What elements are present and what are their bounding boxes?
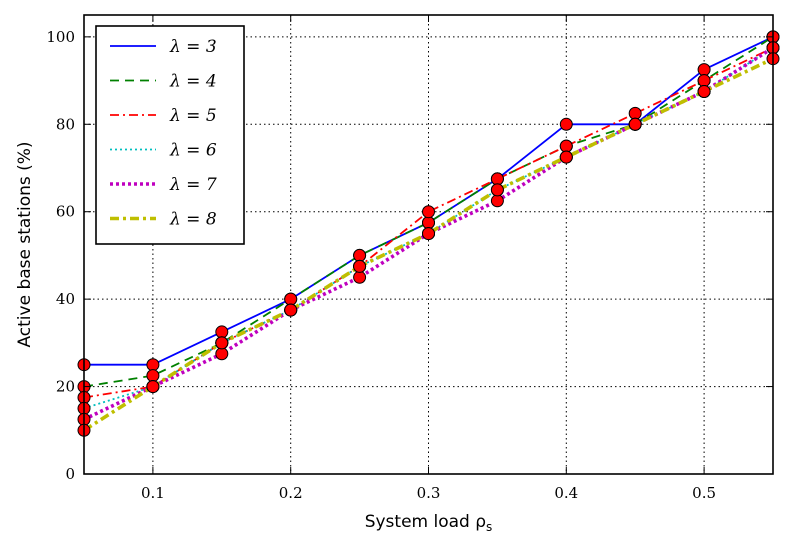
data-point	[215, 325, 229, 339]
data-point	[146, 380, 160, 394]
legend-label: λ = 7	[169, 175, 217, 195]
data-markers	[77, 30, 780, 437]
data-point	[628, 117, 642, 131]
data-point	[353, 270, 367, 284]
data-point	[697, 63, 711, 77]
y-tick-label: 60	[56, 203, 75, 221]
y-tick-label: 80	[56, 115, 75, 133]
data-point	[353, 259, 367, 273]
axis-ticks: 0.1 0.2 0.3 0.4 0.5 0 20 40 60 80 100	[46, 15, 773, 502]
legend-box	[95, 25, 245, 245]
data-point	[490, 183, 504, 197]
legend-label: λ = 3	[169, 37, 217, 57]
legend-label: λ = 4	[169, 72, 217, 92]
data-point	[628, 106, 642, 120]
y-axis-title: Active base stations (%)	[15, 141, 35, 347]
data-point	[559, 150, 573, 164]
data-point	[697, 74, 711, 88]
y-tick-label: 20	[56, 378, 75, 396]
data-point	[146, 369, 160, 383]
data-point	[215, 336, 229, 350]
series-line-6	[83, 57, 774, 432]
x-tick-label: 0.1	[141, 484, 165, 502]
data-point	[490, 172, 504, 186]
y-tick-label: 100	[46, 28, 75, 46]
x-axis-title: System load ρs	[365, 512, 493, 534]
series-line-2	[83, 36, 774, 388]
legend-label: λ = 5	[169, 106, 217, 126]
data-point	[422, 205, 435, 219]
data-point	[559, 139, 573, 153]
data-point	[284, 292, 298, 306]
data-point	[559, 117, 573, 131]
data-point	[215, 347, 229, 361]
y-tick-label: 0	[65, 465, 75, 483]
data-point	[490, 194, 504, 208]
legend: λ = 3 λ = 4 λ = 5 λ = 6 λ = 7 λ = 8	[95, 25, 245, 245]
data-point	[284, 303, 298, 317]
x-tick-label: 0.4	[554, 484, 578, 502]
data-point	[697, 85, 711, 98]
legend-label: λ = 6	[169, 141, 217, 161]
data-point	[353, 248, 367, 262]
data-point	[146, 358, 160, 372]
x-tick-label: 0.5	[692, 484, 716, 502]
legend-label: λ = 8	[169, 210, 217, 230]
x-tick-label: 0.3	[417, 484, 441, 502]
x-tick-label: 0.2	[279, 484, 303, 502]
y-tick-label: 40	[56, 290, 75, 308]
data-point	[422, 227, 435, 241]
series-line-3	[83, 46, 774, 399]
data-point	[422, 216, 435, 230]
